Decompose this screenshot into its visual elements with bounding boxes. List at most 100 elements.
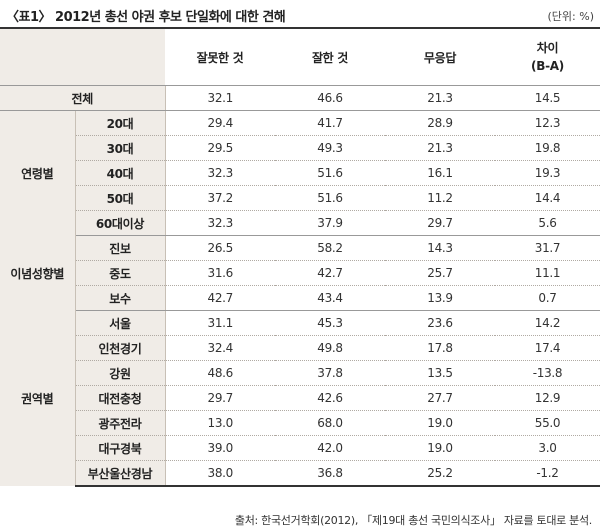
cell-value: 36.8 [275, 460, 385, 487]
cell-value: 19.0 [385, 410, 495, 436]
cell-value: 5.6 [495, 210, 600, 236]
cell-value: 49.8 [275, 335, 385, 361]
table-row: 부산울산경남 38.0 36.8 25.2 -1.2 [0, 460, 600, 487]
row-label: 중도 [75, 260, 166, 286]
cell-value: 14.4 [495, 185, 600, 211]
table-header-row: 잘못한 것 잘한 것 무응답 차이 (B-A) [0, 27, 600, 86]
row-label: 보수 [75, 285, 166, 311]
cell-value: 17.4 [495, 335, 600, 361]
cell-value: -13.8 [495, 360, 600, 386]
cell-value: 51.6 [275, 160, 385, 186]
cell-value: 42.6 [275, 385, 385, 411]
cell-value: 32.3 [165, 160, 275, 186]
cell-value: 43.4 [275, 285, 385, 311]
cell-value: 25.2 [385, 460, 495, 487]
cell-value: 28.9 [427, 116, 453, 130]
header-wrong: 잘못한 것 [165, 27, 275, 86]
cell-value: 12.9 [495, 385, 600, 411]
cell-value: 46.6 [275, 85, 385, 111]
cell-value: 48.6 [165, 360, 275, 386]
cell-value: 13.0 [165, 410, 275, 436]
cell-value: 37.8 [275, 360, 385, 386]
cell-value: 42.7 [165, 285, 275, 311]
table-row: 30대 29.5 49.3 21.3 19.8 [0, 135, 600, 161]
header-empty-sub [75, 27, 165, 86]
cell-value: 13.9 [385, 285, 495, 311]
table-title: 〈표1〉 2012년 총선 야권 후보 단일화에 대한 견해 [6, 10, 286, 25]
cell-value: 37.2 [165, 185, 275, 211]
cell-value: 23.6 [427, 316, 453, 330]
cell-value: 58.2 [317, 241, 343, 255]
header-difference-line1: 차이 [536, 41, 559, 55]
row-label: 대전충청 [75, 385, 166, 411]
cell-value: 12.3 [534, 116, 561, 130]
cell-value: 37.9 [275, 210, 385, 236]
row-label: 광주전라 [75, 410, 166, 436]
table-row: 60대이상 32.3 37.9 29.7 5.6 [0, 210, 600, 236]
cell-value: 42.7 [275, 260, 385, 286]
cell-value: 29.7 [385, 210, 495, 236]
cell-value: 13.5 [385, 360, 495, 386]
cell-value: 11.1 [495, 260, 600, 286]
table-row: 중도 31.6 42.7 25.7 11.1 [0, 260, 600, 286]
row-label: 인천경기 [75, 335, 166, 361]
cell-value: 25.7 [385, 260, 495, 286]
row-label: 대구경북 [75, 435, 166, 461]
cell-value: 19.8 [495, 135, 600, 161]
source-note: 출처: 한국선거학회(2012), 「제19대 총선 국민의식조사」 자료를 토… [234, 514, 592, 527]
row-label: 30대 [75, 135, 166, 161]
group-label: 권역별 [0, 310, 76, 486]
survey-table: 잘못한 것 잘한 것 무응답 차이 (B-A) 전체 32.1 46.6 21.3 14… [0, 27, 600, 487]
header-empty-group [0, 27, 75, 86]
table-row: 이념성향별 진보 26.5 58.2 14.3 31.7 [0, 235, 600, 311]
cell-value: 38.0 [165, 460, 275, 487]
row-label: 부산울산경남 [75, 460, 166, 487]
table-row: 광주전라 13.0 68.0 19.0 55.0 [0, 410, 600, 436]
cell-value: 32.3 [165, 210, 275, 236]
cell-value: 3.0 [495, 435, 600, 461]
cell-value: 26.5 [207, 241, 234, 255]
cell-value: 49.3 [275, 135, 385, 161]
cell-value: 55.0 [495, 410, 600, 436]
cell-value: 41.7 [317, 116, 343, 130]
table-row: 보수 42.7 43.4 13.9 0.7 [0, 285, 600, 311]
cell-value: 29.7 [165, 385, 275, 411]
cell-value: 17.8 [385, 335, 495, 361]
cell-value: 14.3 [427, 241, 453, 255]
unit-label: (단위: %) [547, 10, 594, 23]
cell-value: 31.7 [534, 241, 561, 255]
table-row: 인천경기 32.4 49.8 17.8 17.4 [0, 335, 600, 361]
cell-value: 32.1 [165, 85, 275, 111]
cell-value: 32.4 [165, 335, 275, 361]
cell-value: 27.7 [385, 385, 495, 411]
cell-value: 11.2 [385, 185, 495, 211]
cell-value: 16.1 [385, 160, 495, 186]
cell-value: 19.3 [495, 160, 600, 186]
cell-value: 39.0 [165, 435, 275, 461]
table-row: 50대 37.2 51.6 11.2 14.4 [0, 185, 600, 211]
cell-value: 51.6 [275, 185, 385, 211]
group-label: 연령별 [0, 110, 76, 236]
table-row: 권역별 서울 31.1 45.3 23.6 14.2 [0, 310, 600, 486]
table-row: 대구경북 39.0 42.0 19.0 3.0 [0, 435, 600, 461]
header-no-answer: 무응답 [385, 27, 495, 86]
cell-value: -1.2 [495, 460, 600, 487]
row-label: 60대이상 [75, 210, 166, 236]
table-row-total: 전체 32.1 46.6 21.3 14.5 [0, 85, 600, 111]
cell-value: 21.3 [385, 135, 495, 161]
row-label: 40대 [75, 160, 166, 186]
table-row: 강원 48.6 37.8 13.5 -13.8 [0, 360, 600, 386]
row-label-total: 전체 [0, 85, 166, 111]
cell-value: 0.7 [495, 285, 600, 311]
header-difference-line2: (B-A) [531, 59, 564, 73]
table-row: 대전충청 29.7 42.6 27.7 12.9 [0, 385, 600, 411]
header-right: 잘한 것 [275, 27, 385, 86]
cell-value: 29.5 [165, 135, 275, 161]
header-difference: 차이 (B-A) [495, 27, 600, 86]
cell-value: 19.0 [385, 435, 495, 461]
cell-value: 21.3 [385, 85, 495, 111]
row-label: 서울 [75, 310, 166, 336]
row-label: 50대 [75, 185, 166, 211]
cell-value: 68.0 [275, 410, 385, 436]
row-label: 20대 [75, 110, 166, 136]
